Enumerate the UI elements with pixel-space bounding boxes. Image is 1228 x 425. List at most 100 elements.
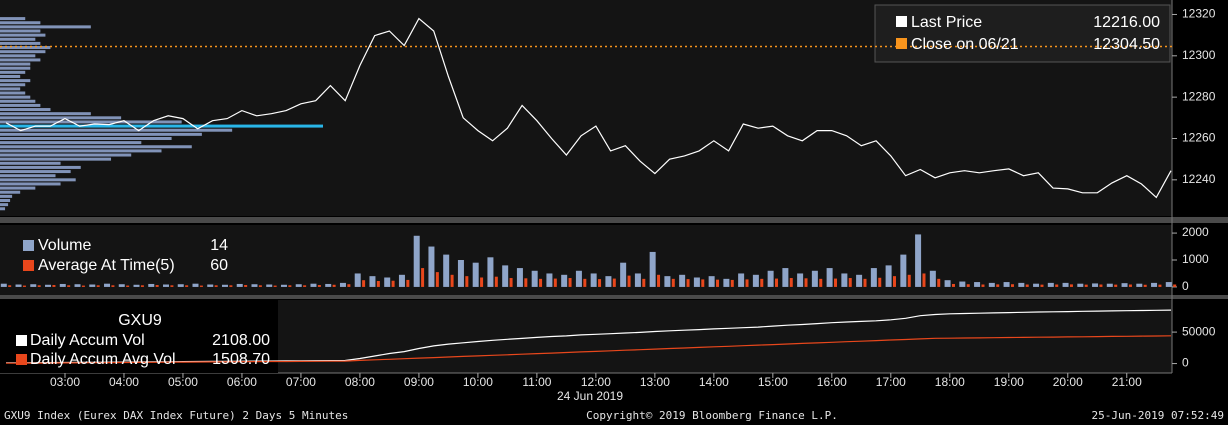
x-tick-label: 16:00 [817,375,847,389]
volume-profile-bar [0,128,233,132]
average-bar [421,268,425,287]
average-bar [376,281,380,287]
average-bar [1069,284,1073,287]
volume-bar [885,265,892,287]
volume-bar [1033,283,1040,287]
x-tick-label: 09:00 [404,375,434,389]
panel-divider[interactable] [0,295,1228,299]
volume-profile-bar [0,136,172,140]
average-bar [657,274,661,287]
volume-bar [752,274,759,287]
average-bar [185,285,189,287]
average-bar [258,285,262,287]
volume-profile-bar [0,41,41,45]
volume-profile-bar [0,103,41,107]
volume-bar [30,284,37,287]
average-bar [494,276,498,287]
volume-profile-bar [0,66,31,70]
footer-center: Copyright© 2019 Bloomberg Finance L.P. [586,409,838,422]
average-bar [126,285,130,287]
average-bar [362,280,366,287]
volume-profile-bar [0,83,26,87]
volume-bar [118,284,125,287]
volume-bar [841,273,848,287]
volume-bar [561,274,568,287]
legend-label: Volume [38,237,91,254]
volume-bar [620,262,627,287]
average-bar [819,278,823,287]
legend-swatch [896,38,907,49]
volume-bar [236,283,243,287]
average-bar [1040,284,1044,287]
line [5,17,1172,199]
volume-bar [1136,283,1143,287]
legend-label: Last Price [911,14,982,31]
average-bar [789,278,793,287]
average-bar [347,284,351,287]
volume-bar [944,280,951,287]
volume-bar [221,284,228,287]
average-bar [214,285,218,287]
average-bar [834,278,838,287]
volume-bar [649,251,656,287]
average-bar [1158,284,1162,287]
average-bar [907,274,911,287]
panel-divider[interactable] [0,217,1228,223]
volume-bar [959,281,966,287]
volume-bar [1018,282,1025,287]
average-bar [1143,284,1147,287]
volume-profile-bar [0,120,182,124]
average-bar [1099,284,1103,287]
average-bar [730,279,734,287]
average-bar [745,279,749,287]
average-bar [155,285,159,287]
volume-bar [487,257,494,287]
volume-bar [89,284,96,287]
x-tick-label: 14:00 [699,375,729,389]
volume-bar [988,282,995,287]
volume-profile-bar [0,161,61,165]
legend-swatch [23,240,34,251]
average-bar [199,285,203,287]
legend-value: 2108.00 [212,332,270,349]
volume-bar [325,283,332,287]
volume-profile-bar [0,25,91,29]
average-bar [480,277,484,287]
volume-profile-bar [0,108,51,112]
y-tick-label: 1000 [1182,252,1209,266]
volume-bar [531,270,538,287]
volume-profile-bar [0,33,46,37]
volume-bar [310,283,317,287]
average-bar [1084,284,1088,287]
legend-label: Close on 06/21 [911,36,1019,53]
volume-profile-bar [0,157,112,161]
average-bar [111,285,115,287]
average-bar [996,284,1000,287]
volume-profile-bar [0,95,31,99]
average-bar [391,280,395,287]
volume-bar [797,273,804,287]
average-bar [598,279,602,287]
volume-profile-bar [0,79,31,83]
average-bar [1128,284,1132,287]
volume-bar [1165,282,1172,287]
volume-bar [148,283,155,287]
volume-bar [1092,283,1099,287]
y-tick-label: 0 [1182,356,1189,370]
volume-bar [575,270,582,287]
x-tick-label: 11:00 [522,375,551,389]
average-bar [465,276,469,287]
volume-bar [1151,282,1158,287]
volume-profile-bar [0,116,122,120]
y-tick-label: 2000 [1182,225,1209,239]
x-tick-label: 08:00 [345,375,375,389]
y-tick-label: 12280 [1182,89,1216,103]
volume-bar [900,254,907,287]
x-tick-label: 20:00 [1053,375,1083,389]
volume-bar [192,283,199,287]
volume-bar [266,284,273,287]
panel-title: GXU9 [118,312,162,329]
average-bar [612,278,616,287]
volume-bar [708,276,715,287]
average-bar [244,285,248,287]
